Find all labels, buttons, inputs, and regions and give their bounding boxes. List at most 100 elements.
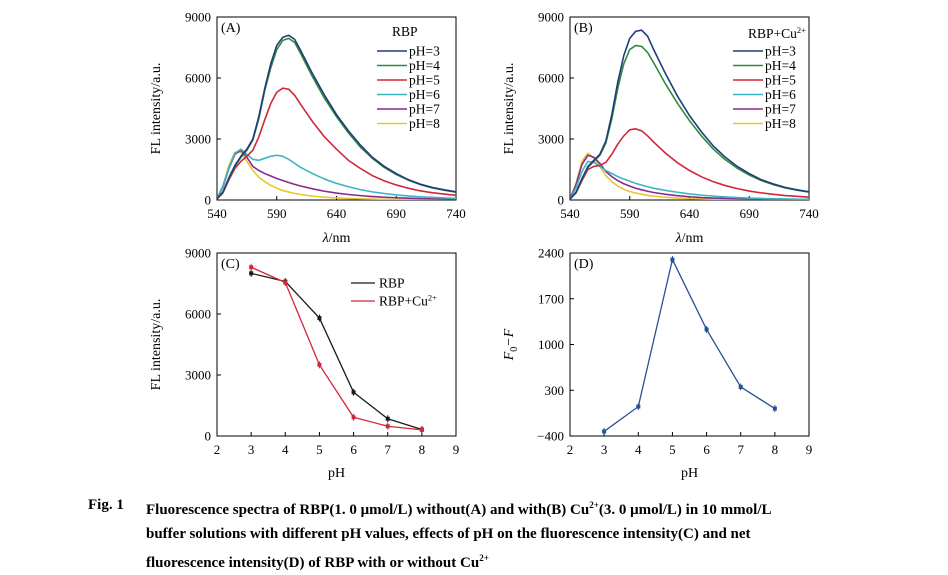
series-line-pH-3 (570, 29, 809, 200)
x-tick-label: 740 (799, 206, 819, 221)
chart-panel-1: 540 590 640 690 740 0 3000 6000 9000 (A) λ/nm FL in… (149, 10, 466, 247)
y-tick-label: 6000 (185, 307, 211, 322)
x-axis-label: λ/nm (322, 231, 351, 246)
x-tick-label: 540 (207, 206, 227, 221)
x-axis-label-unit: /nm (329, 231, 351, 246)
series-line-pH-8 (217, 151, 456, 200)
legend-label: pH=5 (765, 73, 796, 88)
panel-label: (C) (221, 257, 240, 272)
legend-label: pH=3 (765, 44, 796, 59)
y-tick-label: 9000 (538, 10, 564, 25)
y-tick-label: 300 (545, 383, 565, 398)
y-tick-label: 9000 (185, 10, 211, 25)
y-tick-label: 2400 (538, 246, 564, 261)
caption-line3-sup: 2+ (479, 553, 489, 563)
x-axis-label: λ/nm (675, 231, 704, 246)
y-axis-label: F0−F (502, 328, 520, 361)
y-axis-label: FL intensity/a.u. (149, 299, 164, 391)
y-tick-label: 3000 (185, 132, 211, 147)
x-tick-label: 7 (737, 442, 744, 457)
x-tick-label: 540 (560, 206, 580, 221)
legend-label-sup: 2+ (428, 293, 437, 303)
legend-label: pH=6 (765, 87, 796, 102)
y-axis-label-sub: 0 (509, 347, 520, 352)
x-axis-label-symbol: λ (675, 231, 682, 246)
x-tick-label: 9 (453, 442, 460, 457)
y-tick-label: 0 (205, 429, 212, 444)
series-line-pH-8 (570, 152, 809, 200)
x-tick-label: 9 (806, 442, 813, 457)
series-line-net (603, 258, 776, 432)
x-tick-label: 8 (419, 442, 426, 457)
legend-label: pH=7 (409, 102, 440, 117)
caption-line2: buffer solutions with different pH value… (146, 526, 751, 542)
legend-label: RBP (379, 276, 405, 291)
x-tick-label: 590 (620, 206, 640, 221)
caption-line1-rest: (3. 0 μmol/L) in 10 mmol/L (598, 502, 772, 518)
legend-label: pH=8 (409, 116, 440, 131)
y-tick-label: 6000 (538, 71, 564, 86)
y-tick-label: −400 (537, 429, 564, 444)
y-tick-label: 1000 (538, 337, 564, 352)
series-line-pH-3 (217, 34, 456, 200)
x-tick-label: 2 (214, 442, 221, 457)
legend-label: pH=8 (765, 116, 796, 131)
legend-label: pH=5 (409, 73, 440, 88)
y-tick-label: 6000 (185, 71, 211, 86)
x-tick-label: 690 (740, 206, 760, 221)
legend-label: RBP+Cu2+ (379, 293, 437, 309)
series-line-pH-5 (217, 87, 456, 200)
y-tick-label: 1700 (538, 291, 564, 306)
legend-title: RBP (392, 24, 418, 39)
caption-line3: fluorescence intensity(D) of RBP with or… (146, 555, 480, 571)
chart-panel-2: 540 590 640 690 740 0 3000 6000 9000 (B) λ/nm FL in… (502, 10, 819, 247)
x-tick-label: 5 (669, 442, 676, 457)
caption-line1: Fluorescence spectra of RBP(1. 0 μmol/L)… (146, 502, 590, 518)
x-tick-label: 4 (635, 442, 642, 457)
panel-label: (B) (574, 21, 593, 36)
chart-panel-3: 2 3 4 5 6 7 8 9 0 3000 6000 9000 (C) pH FL intensity/a… (149, 246, 459, 482)
x-tick-label: 6 (350, 442, 357, 457)
series-line-pH-7 (570, 154, 809, 200)
x-tick-label: 5 (316, 442, 323, 457)
panel-label: (A) (221, 21, 241, 36)
legend-label: pH=4 (409, 58, 440, 73)
legend-title-sup: 2+ (797, 25, 806, 35)
x-tick-label: 740 (446, 206, 466, 221)
plot-frame (216, 252, 457, 437)
x-tick-label: 2 (567, 442, 574, 457)
panel-label: (D) (574, 257, 594, 272)
x-axis-label: pH (328, 466, 345, 481)
series-line-pH-6 (570, 160, 809, 200)
legend-label: pH=6 (409, 87, 440, 102)
caption-label: Fig. 1 (88, 497, 124, 513)
x-tick-label: 590 (267, 206, 287, 221)
legend-label: pH=4 (765, 58, 796, 73)
caption-line1-sup: 2+ (589, 500, 599, 510)
caption-text: Fluorescence spectra of RBP(1. 0 μmol/L)… (146, 493, 886, 575)
y-tick-label: 3000 (538, 132, 564, 147)
x-axis-label-unit: /nm (682, 231, 704, 246)
x-axis-label-symbol: λ (322, 231, 329, 246)
legend-title: RBP+Cu2+ (748, 25, 806, 41)
x-tick-label: 7 (384, 442, 391, 457)
series-line-pH-7 (217, 149, 456, 200)
y-axis-label-rest: −F (502, 328, 517, 346)
x-tick-label: 3 (248, 442, 255, 457)
series-line-RBP-Cu (250, 266, 422, 431)
y-tick-label: 0 (205, 193, 212, 208)
legend-label: pH=3 (409, 44, 440, 59)
y-tick-label: 3000 (185, 368, 211, 383)
chart-panel-4: 2 3 4 5 6 7 8 9 −400 300 1000 1700 2400 (D) pH F0−F (502, 246, 812, 482)
x-axis-label: pH (681, 466, 698, 481)
y-axis-label-F0: F (502, 351, 517, 361)
x-tick-label: 8 (772, 442, 779, 457)
x-tick-label: 6 (703, 442, 710, 457)
y-axis-label: FL intensity/a.u. (502, 63, 517, 155)
y-tick-label: 0 (558, 193, 565, 208)
y-axis-label: FL intensity/a.u. (149, 63, 164, 155)
legend-label: pH=7 (765, 102, 796, 117)
y-tick-label: 9000 (185, 246, 211, 261)
x-tick-label: 690 (387, 206, 407, 221)
